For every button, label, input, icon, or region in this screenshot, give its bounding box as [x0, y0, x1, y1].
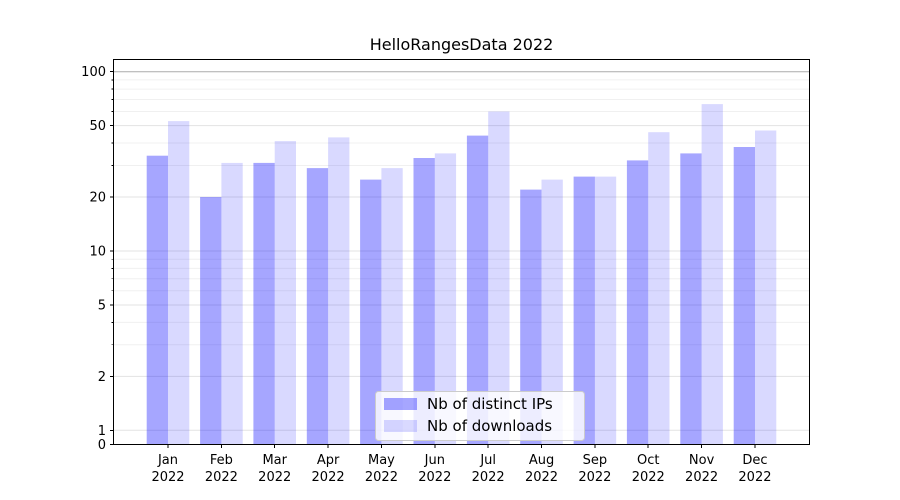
- bar-distinct-ips: [733, 147, 755, 445]
- x-tick-label-year: 2022: [472, 470, 505, 485]
- x-tick-label-year: 2022: [312, 470, 345, 485]
- x-tick-label-month: Oct: [637, 453, 659, 468]
- bar-downloads: [541, 179, 563, 445]
- x-tick-label-year: 2022: [738, 470, 771, 485]
- bar-downloads: [701, 104, 723, 445]
- x-tick-label-year: 2022: [365, 470, 398, 485]
- x-tick-label-month: Apr: [317, 453, 340, 468]
- bar-downloads: [755, 130, 777, 445]
- x-tick-label-month: Sep: [583, 453, 608, 468]
- bar-downloads: [381, 168, 403, 445]
- x-tick-label-year: 2022: [578, 470, 611, 485]
- bar-distinct-ips: [200, 197, 222, 445]
- bar-distinct-ips: [466, 135, 489, 445]
- x-tick-label-month: Jun: [424, 453, 445, 468]
- bar-distinct-ips: [626, 160, 649, 445]
- x-tick-label-year: 2022: [418, 470, 451, 485]
- x-tick-label-month: May: [368, 453, 395, 468]
- y-tick-label: 20: [89, 191, 106, 206]
- chart-title: HelloRangesData 2022: [370, 35, 554, 54]
- x-tick-label-month: Aug: [529, 453, 554, 468]
- bar-downloads: [274, 141, 296, 445]
- bar-downloads: [328, 137, 350, 445]
- minor-gridlines: [114, 79, 809, 346]
- axes-spines: [113, 59, 810, 445]
- y-tick-label: 5: [98, 298, 106, 313]
- x-tick-label-month: Dec: [742, 453, 767, 468]
- x-tick-label-month: Feb: [210, 453, 233, 468]
- bar-distinct-ips: [573, 176, 595, 445]
- legend-label-distinct-ips: Nb of distinct IPs: [427, 395, 553, 413]
- bars: [146, 104, 777, 445]
- legend-label-downloads: Nb of downloads: [427, 417, 552, 435]
- bar-downloads: [434, 153, 457, 445]
- y-tick-label: 10: [89, 245, 106, 260]
- bar-downloads: [488, 111, 510, 445]
- x-tick-label-year: 2022: [525, 470, 558, 485]
- tick-labels: 100 50 20 10 5 2 10 Jan 2022 Feb 2022 Mar 2022 Apr 202…: [81, 65, 771, 485]
- bar-distinct-ips: [253, 162, 275, 445]
- legend-box: [375, 391, 585, 441]
- bar-downloads: [648, 132, 670, 445]
- bar-distinct-ips: [413, 158, 435, 445]
- bar-downloads: [221, 162, 243, 445]
- x-tick-label-year: 2022: [151, 470, 184, 485]
- legend-swatch-distinct-ips: [384, 398, 417, 410]
- bar-distinct-ips: [146, 155, 168, 445]
- x-tick-label-year: 2022: [685, 470, 718, 485]
- bar-distinct-ips: [520, 189, 542, 445]
- y-tick-label: 100: [81, 65, 106, 80]
- y-tick-label: 0: [98, 438, 106, 453]
- bar-downloads: [594, 176, 617, 445]
- y-tick-label: 2: [98, 370, 106, 385]
- x-tick-label-year: 2022: [632, 470, 665, 485]
- legend-swatch-downloads: [384, 420, 417, 432]
- y-tick-label: 1: [98, 424, 106, 439]
- x-tick-label-month: Jul: [479, 453, 496, 468]
- x-tick-label-year: 2022: [205, 470, 238, 485]
- bar-distinct-ips: [360, 179, 382, 445]
- x-tick-label-month: Nov: [689, 453, 715, 468]
- bar-downloads: [168, 121, 190, 445]
- bar-distinct-ips: [680, 153, 702, 445]
- x-tick-label-month: Mar: [262, 453, 287, 468]
- tick-marks: [110, 71, 756, 448]
- y-tick-label: 50: [89, 119, 106, 134]
- legend: Nb of distinct IPs Nb of downloads: [375, 391, 585, 441]
- major-gridlines: [114, 71, 809, 431]
- x-tick-label-year: 2022: [258, 470, 291, 485]
- x-tick-label-month: Jan: [157, 453, 178, 468]
- bar-distinct-ips: [306, 168, 329, 445]
